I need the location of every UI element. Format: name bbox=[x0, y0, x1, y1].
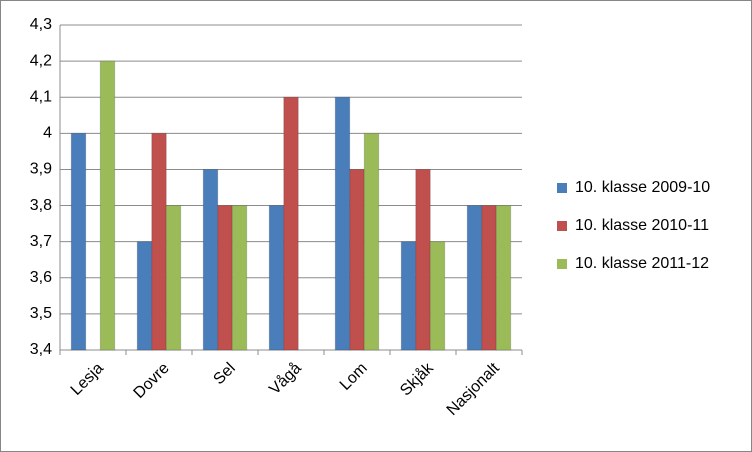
bar bbox=[70, 132, 87, 351]
y-tick-label: 3,9 bbox=[30, 161, 52, 178]
bar bbox=[429, 241, 446, 351]
bar bbox=[283, 96, 299, 351]
y-tick-label: 3,8 bbox=[30, 197, 52, 214]
bar bbox=[136, 241, 153, 351]
bar bbox=[268, 205, 285, 351]
y-tick-label: 3,5 bbox=[30, 305, 52, 322]
legend-marker bbox=[557, 183, 567, 193]
y-tick-label: 4,2 bbox=[30, 52, 52, 69]
bar bbox=[165, 205, 182, 351]
legend-label: 10. klasse 2010-11 bbox=[575, 217, 709, 234]
bar bbox=[202, 168, 219, 351]
bar bbox=[334, 96, 351, 351]
bar bbox=[363, 132, 380, 351]
y-tick-label: 4,3 bbox=[30, 16, 52, 33]
y-tick-label: 3,6 bbox=[30, 269, 52, 286]
bar bbox=[217, 205, 233, 351]
bar bbox=[466, 205, 483, 351]
bar bbox=[231, 205, 248, 351]
bar bbox=[99, 60, 116, 351]
legend-label: 10. klasse 2009-10 bbox=[575, 179, 710, 196]
legend-marker bbox=[557, 259, 567, 269]
bar bbox=[349, 168, 365, 351]
y-tick-label: 4,1 bbox=[30, 88, 52, 105]
legend-marker bbox=[557, 221, 567, 231]
y-tick-label: 4 bbox=[43, 125, 52, 142]
bar bbox=[400, 241, 417, 351]
bar bbox=[495, 205, 512, 351]
bar bbox=[151, 132, 167, 351]
legend-label: 10. klasse 2011-12 bbox=[575, 255, 709, 272]
bar bbox=[481, 205, 497, 351]
y-tick-label: 3,4 bbox=[30, 341, 52, 358]
y-tick-label: 3,7 bbox=[30, 233, 52, 250]
bar bbox=[415, 168, 431, 351]
